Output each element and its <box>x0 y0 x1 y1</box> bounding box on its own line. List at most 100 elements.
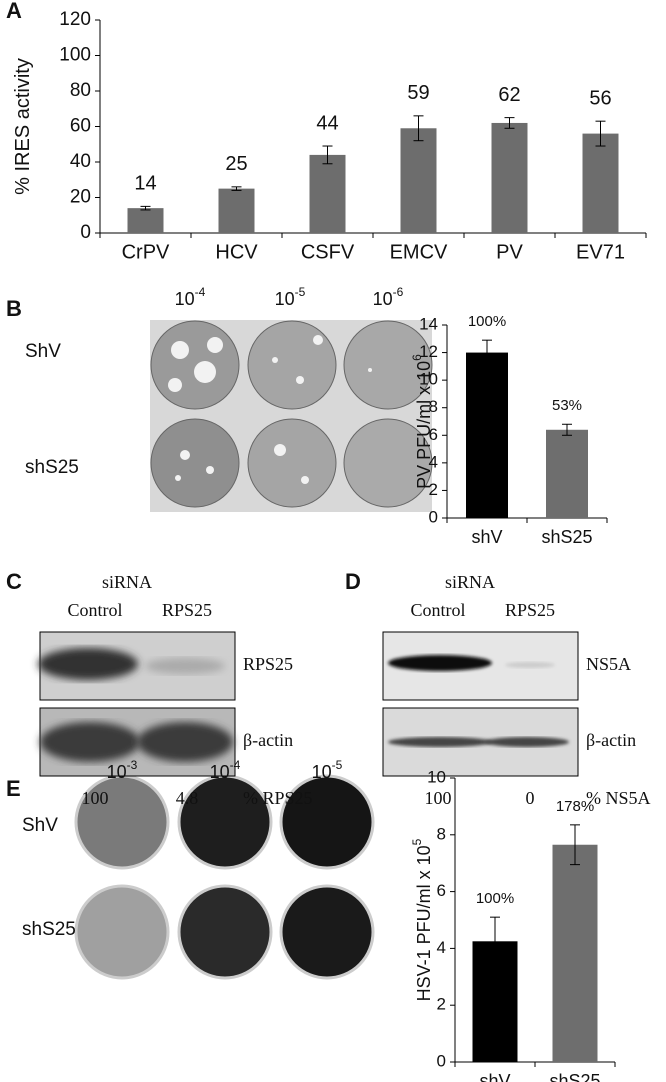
dilution-exponent: -4 <box>195 285 206 299</box>
panel-label: A <box>6 0 22 23</box>
y-tick-label: 8 <box>437 824 446 843</box>
plaque <box>207 337 223 353</box>
x-tick-label: shS25 <box>541 527 592 547</box>
row-label: shS25 <box>22 919 76 940</box>
quantification: 4.8 <box>176 788 199 808</box>
dilution-label: 10-4 <box>175 285 206 309</box>
plaque <box>171 341 189 359</box>
y-axis-title-text: HSV-1 PFU/ml x 10 <box>414 845 434 1001</box>
y-tick-label: 80 <box>70 80 91 101</box>
dilution-label: 10-4 <box>210 758 241 782</box>
y-axis-title-text: PV PFU/ml x 10 <box>414 361 434 489</box>
x-tick-label: EV71 <box>576 241 625 263</box>
y-tick-label: 10 <box>419 370 438 389</box>
lane-label: Control <box>410 600 465 620</box>
plate <box>74 884 170 980</box>
band-label: β-actin <box>586 730 636 750</box>
x-tick-label: shS25 <box>549 1071 600 1082</box>
quantification: 0 <box>526 788 535 808</box>
plaque <box>272 357 278 363</box>
y-tick-label: 14 <box>419 314 438 333</box>
y-tick-label: 4 <box>437 938 446 957</box>
x-tick-label: shV <box>471 527 502 547</box>
plaque <box>175 475 181 481</box>
y-tick-label: 0 <box>429 507 438 526</box>
bar <box>127 208 164 233</box>
band <box>38 648 138 680</box>
y-axis-title: PV PFU/ml x 106 <box>410 354 434 489</box>
bar-annotation: 53% <box>552 397 582 414</box>
y-tick-label: 12 <box>419 342 438 361</box>
plate <box>247 320 337 410</box>
quantification: 100 <box>82 788 109 808</box>
bar-annotation: 100% <box>476 890 514 907</box>
dilution-exponent: -5 <box>332 758 343 772</box>
bar-annotation: 100% <box>468 313 506 330</box>
blot-header: siRNA <box>102 572 152 592</box>
plaque <box>168 378 182 392</box>
lane-label: RPS25 <box>162 600 212 620</box>
band <box>388 737 492 747</box>
x-tick-label: CSFV <box>301 241 355 263</box>
y-tick-label: 2 <box>437 995 446 1014</box>
plate <box>247 418 337 508</box>
plate <box>343 418 433 508</box>
plates <box>150 320 433 508</box>
bar <box>466 352 508 518</box>
band <box>485 737 569 747</box>
value-label: 56 <box>589 87 611 109</box>
value-label: 14 <box>134 173 156 195</box>
value-label: 62 <box>498 84 520 106</box>
dilution-label: 10-3 <box>107 758 138 782</box>
plate <box>150 320 240 410</box>
panel-label: C <box>6 569 22 594</box>
lane-label: RPS25 <box>505 600 555 620</box>
y-axis-title: HSV-1 PFU/ml x 105 <box>410 838 434 1001</box>
dilution-base: 10 <box>107 762 127 782</box>
y-axis-title: % IRES activity <box>12 58 34 195</box>
plate <box>279 774 375 870</box>
value-label: 25 <box>225 153 247 175</box>
x-tick-label: PV <box>496 241 523 263</box>
y-tick-label: 60 <box>70 116 91 137</box>
y-tick-label: 4 <box>429 452 438 471</box>
dilution-base: 10 <box>175 289 195 309</box>
panel-label: E <box>6 776 21 801</box>
plaque <box>206 466 214 474</box>
lane-label: Control <box>67 600 122 620</box>
bar-annotation: 178% <box>556 798 594 815</box>
row-label: ShV <box>22 815 58 836</box>
value-label: 44 <box>316 112 338 134</box>
y-tick-label: 120 <box>59 9 91 30</box>
plate <box>343 320 433 410</box>
dilution-label: 10-6 <box>373 285 404 309</box>
y-tick-label: 6 <box>429 425 438 444</box>
row-label: ShV <box>25 341 61 362</box>
dilution-exponent: -3 <box>127 758 138 772</box>
x-tick-label: CrPV <box>122 241 170 263</box>
plaque <box>180 450 190 460</box>
dilution-base: 10 <box>275 289 295 309</box>
plate <box>150 418 240 508</box>
dilution-base: 10 <box>373 289 393 309</box>
band <box>145 658 225 674</box>
plates <box>74 774 375 980</box>
y-tick-label: 0 <box>80 222 91 243</box>
y-tick-label: 40 <box>70 151 91 172</box>
bar <box>218 188 255 233</box>
quantification: 100 <box>425 788 452 808</box>
x-tick-label: HCV <box>215 241 258 263</box>
plate <box>279 884 375 980</box>
dilution-base: 10 <box>312 762 332 782</box>
y-axis-title-sup: 5 <box>410 838 424 845</box>
plaque <box>296 376 304 384</box>
plaque <box>194 361 216 383</box>
row-label: shS25 <box>25 457 79 478</box>
band <box>505 662 555 668</box>
dilution-exponent: -6 <box>393 285 404 299</box>
y-tick-label: 8 <box>429 397 438 416</box>
quantification-label: % NS5A <box>586 788 651 808</box>
y-tick-label: 100 <box>59 45 91 66</box>
panel-label: D <box>345 569 361 594</box>
